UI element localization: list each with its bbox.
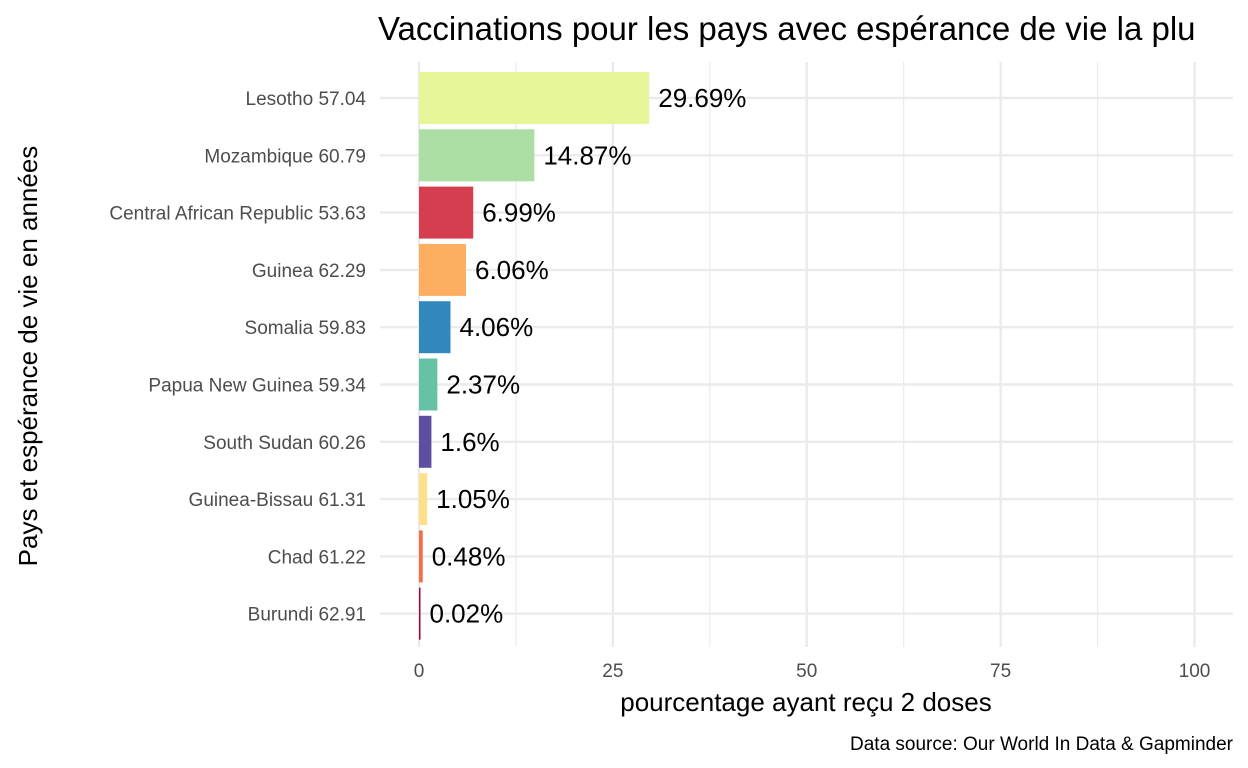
category-label: Guinea 62.29 [252,261,366,282]
data-label: 29.69% [658,83,746,113]
category-label: Mozambique 60.79 [204,146,366,167]
data-label: 1.6% [440,427,499,457]
bar [419,358,438,411]
bar [419,243,466,296]
x-tick-label: 0 [414,661,425,682]
data-label: 14.87% [543,140,631,170]
category-label: Somalia 59.83 [245,318,366,339]
category-label: Central African Republic 53.63 [109,204,366,225]
category-label: South Sudan 60.26 [203,433,366,454]
bar [419,186,474,239]
data-label: 6.06% [475,255,549,285]
data-label: 4.06% [459,312,533,342]
x-tick-label: 50 [796,661,817,682]
data-labels: 29.69% 14.87% 6.99% 6.06% 4.06% 2.37% 1.6% 1.05… [430,83,747,629]
x-axis-label: pourcentage ayant reçu 2 doses [620,687,991,717]
bar [419,72,650,124]
data-label: 2.37% [446,370,520,400]
bar [419,301,451,354]
data-label: 1.05% [436,484,510,514]
bar [419,473,428,526]
x-tick-label: 100 [1179,661,1211,682]
bar [419,587,421,640]
category-label: Chad 61.22 [268,547,366,568]
bar [419,129,535,182]
data-label: 0.02% [430,599,504,629]
category-label: Burundi 62.91 [248,605,366,626]
category-label: Papua New Guinea 59.34 [148,376,366,397]
category-label: Guinea-Bissau 61.31 [189,490,366,511]
data-label: 0.48% [432,541,506,571]
bar [419,530,423,583]
x-tick-label: 25 [602,661,623,682]
bars [419,72,650,640]
caption: Data source: Our World In Data & Gapmind… [850,734,1234,755]
chart-title: Vaccinations pour les pays avec espéranc… [378,10,1196,47]
category-label: Lesotho 57.04 [246,89,367,110]
bar [419,415,432,468]
data-label: 6.99% [482,198,556,228]
y-axis-label: Pays et espérance de vie en années [13,146,43,567]
x-axis-ticks: 0 25 50 75 100 [414,661,1211,682]
category-labels: Lesotho 57.04 Mozambique 60.79 Central Afr… [109,89,366,626]
x-tick-label: 75 [990,661,1011,682]
